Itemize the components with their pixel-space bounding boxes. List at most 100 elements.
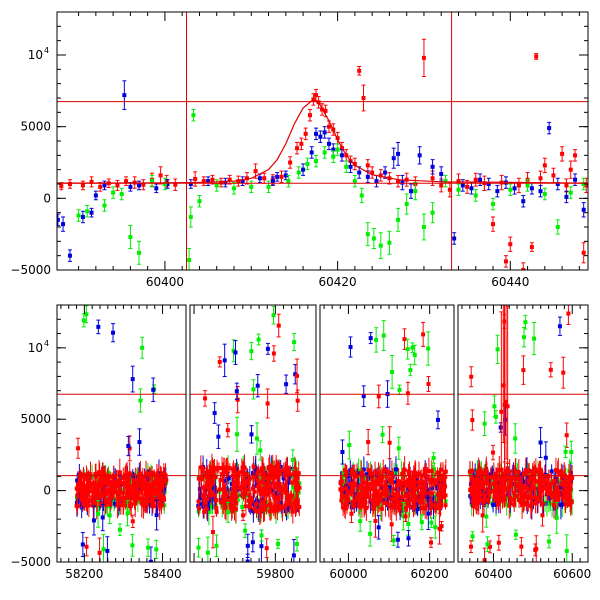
bottom-season-0-c0-point bbox=[160, 482, 165, 487]
bottom-season-3-c0-point bbox=[502, 475, 507, 480]
bottom-season-0-c0-point bbox=[151, 488, 156, 493]
bottom-season-2-outlier-point bbox=[410, 345, 415, 350]
bottom-season-3-outlier-point bbox=[557, 324, 562, 329]
top-series-1-point bbox=[331, 147, 336, 152]
bottom-season-1-c0-point bbox=[292, 470, 297, 475]
top-plot-area bbox=[57, 12, 588, 270]
top-series-2-point bbox=[365, 232, 370, 237]
bottom-season-3-c0-point bbox=[519, 494, 524, 499]
bottom-season-3-outlier-point bbox=[496, 540, 501, 545]
bottom-season-0-c2-point bbox=[129, 480, 134, 485]
bottom-season-1-c0-point bbox=[196, 499, 201, 504]
bottom-season-2-c2-point bbox=[387, 481, 392, 486]
bottom-season-1-c0-point bbox=[273, 504, 278, 509]
bottom-season-2-c0-point bbox=[440, 494, 445, 499]
bottom-season-2-c0-point bbox=[399, 480, 404, 485]
bottom-season-2-c0-point bbox=[407, 503, 412, 508]
bottom-season-3-c0-point bbox=[521, 500, 526, 505]
bottom-season-1-outlier-point bbox=[259, 544, 264, 549]
top-series-1-point bbox=[80, 214, 85, 219]
top-series-0-point bbox=[288, 160, 293, 165]
bottom-season-1-c0-point bbox=[264, 503, 269, 508]
bottom-season-3-c0-point bbox=[474, 500, 479, 505]
series-2 bbox=[76, 108, 586, 270]
bottom-season-1-c2-point bbox=[297, 481, 302, 486]
bottom-season-0-c0-point bbox=[79, 497, 84, 502]
bottom-season-2-c0-point bbox=[438, 467, 443, 472]
bottom-season-1-c1-point bbox=[213, 489, 218, 494]
top-series-0-point bbox=[89, 179, 94, 184]
bottom-season-1-c0-point bbox=[271, 492, 276, 497]
bottom-season-0-c0-point bbox=[118, 502, 123, 507]
bottom-season-2-c0-point bbox=[369, 472, 374, 477]
bottom-season-2-c0-point bbox=[439, 487, 444, 492]
top-series-2-point bbox=[387, 240, 392, 245]
bottom-season-0-outlier-point bbox=[130, 543, 135, 548]
bottom-season-2-c0-point bbox=[407, 491, 412, 496]
bottom-season-2-c2-point bbox=[392, 471, 397, 476]
bottom-season-2-outlier-point bbox=[403, 514, 408, 519]
bottom-season-3-c1-point bbox=[491, 502, 496, 507]
bottom-season-1-c1-point bbox=[251, 471, 256, 476]
bottom-season-3-outlier-point bbox=[470, 534, 475, 539]
bottom-season-2-outlier-point bbox=[373, 518, 378, 523]
top-series-1-point bbox=[478, 177, 483, 182]
bottom-season-3-c0-point bbox=[502, 497, 507, 502]
bottom-season-0-c0-point bbox=[125, 494, 130, 499]
top-series-1-point bbox=[154, 186, 159, 191]
bottom-season-2-c0-point bbox=[386, 469, 391, 474]
bottom-season-3-c0-point bbox=[568, 502, 573, 507]
bottom-season-3-c1-point bbox=[549, 469, 554, 474]
top-series-0-point bbox=[516, 183, 521, 188]
bottom-season-2-c0-point bbox=[422, 505, 427, 510]
bottom-season-3-c0-point bbox=[493, 471, 498, 476]
bottom-season-1-c0-point bbox=[220, 466, 225, 471]
bottom-season-0-c0-point bbox=[87, 484, 92, 489]
bottom-season-2-c0-point bbox=[406, 477, 411, 482]
bottom-season-2-c0-point bbox=[338, 487, 343, 492]
bottom-season-1-c0-point bbox=[221, 469, 226, 474]
bottom-season-1-outlier-point bbox=[265, 346, 270, 351]
bottom-season-2-c0-point bbox=[418, 481, 423, 486]
bottom-season-1-c0-point bbox=[221, 497, 226, 502]
bottom-season-0-c0-point bbox=[130, 484, 135, 489]
top-series-0-point bbox=[352, 161, 357, 166]
bottom-season-3-c0-point bbox=[512, 490, 517, 495]
bottom-season-3-c0-point bbox=[548, 491, 553, 496]
bottom-season-2-outlier-point bbox=[395, 537, 400, 542]
bottom-season-2-c0-point bbox=[411, 497, 416, 502]
bottom-season-1-c0-point bbox=[268, 507, 273, 512]
bottom-season-1-c0-point bbox=[285, 493, 290, 498]
bottom-season-0-c0-point bbox=[133, 501, 138, 506]
bottom-season-1-c0-point bbox=[207, 473, 212, 478]
bottom-season-0-outlier-point bbox=[154, 547, 159, 552]
bottom-season-1-outlier-point bbox=[241, 513, 246, 518]
bottom-season-0-c0-point bbox=[116, 492, 121, 497]
bottom-season-0-c0-point bbox=[157, 481, 162, 486]
bottom-season-2-c0-point bbox=[395, 494, 400, 499]
bottom-season-2-c0-point bbox=[435, 478, 440, 483]
top-series-0-point bbox=[542, 163, 547, 168]
top-series-0-point bbox=[201, 179, 206, 184]
bottom-season-1-c0-point bbox=[287, 498, 292, 503]
bottom-season-1-c0-point bbox=[234, 501, 239, 506]
bottom-season-0-outlier-point bbox=[137, 440, 142, 445]
bottom-season-3-c0-point bbox=[476, 496, 481, 501]
bottom-season-2-outlier-point bbox=[368, 531, 373, 536]
bottom-season-2-c0-point bbox=[356, 491, 361, 496]
bottom-season-2-outlier-point bbox=[428, 540, 433, 545]
bottom-season-1-c2-point bbox=[240, 504, 245, 509]
bottom-season-1-c1-point bbox=[255, 499, 260, 504]
bottom-season-2-c0-point bbox=[353, 481, 358, 486]
top-series-2-point bbox=[197, 199, 202, 204]
bottom-season-2-c0-point bbox=[383, 501, 388, 506]
bottom-season-2-outlier-point bbox=[402, 337, 407, 342]
bottom-season-1-c0-point bbox=[293, 485, 298, 490]
bottom-season-2-c0-point bbox=[410, 484, 415, 489]
bottom-season-3-outlier-point bbox=[564, 548, 569, 553]
bottom-season-1-c1-point bbox=[279, 500, 284, 505]
bottom-season-0-c0-point bbox=[103, 488, 108, 493]
bottom-season-1-c0-point bbox=[244, 472, 249, 477]
bottom-season-3-c0-point bbox=[546, 474, 551, 479]
bottom-season-0-c0-point bbox=[154, 482, 159, 487]
